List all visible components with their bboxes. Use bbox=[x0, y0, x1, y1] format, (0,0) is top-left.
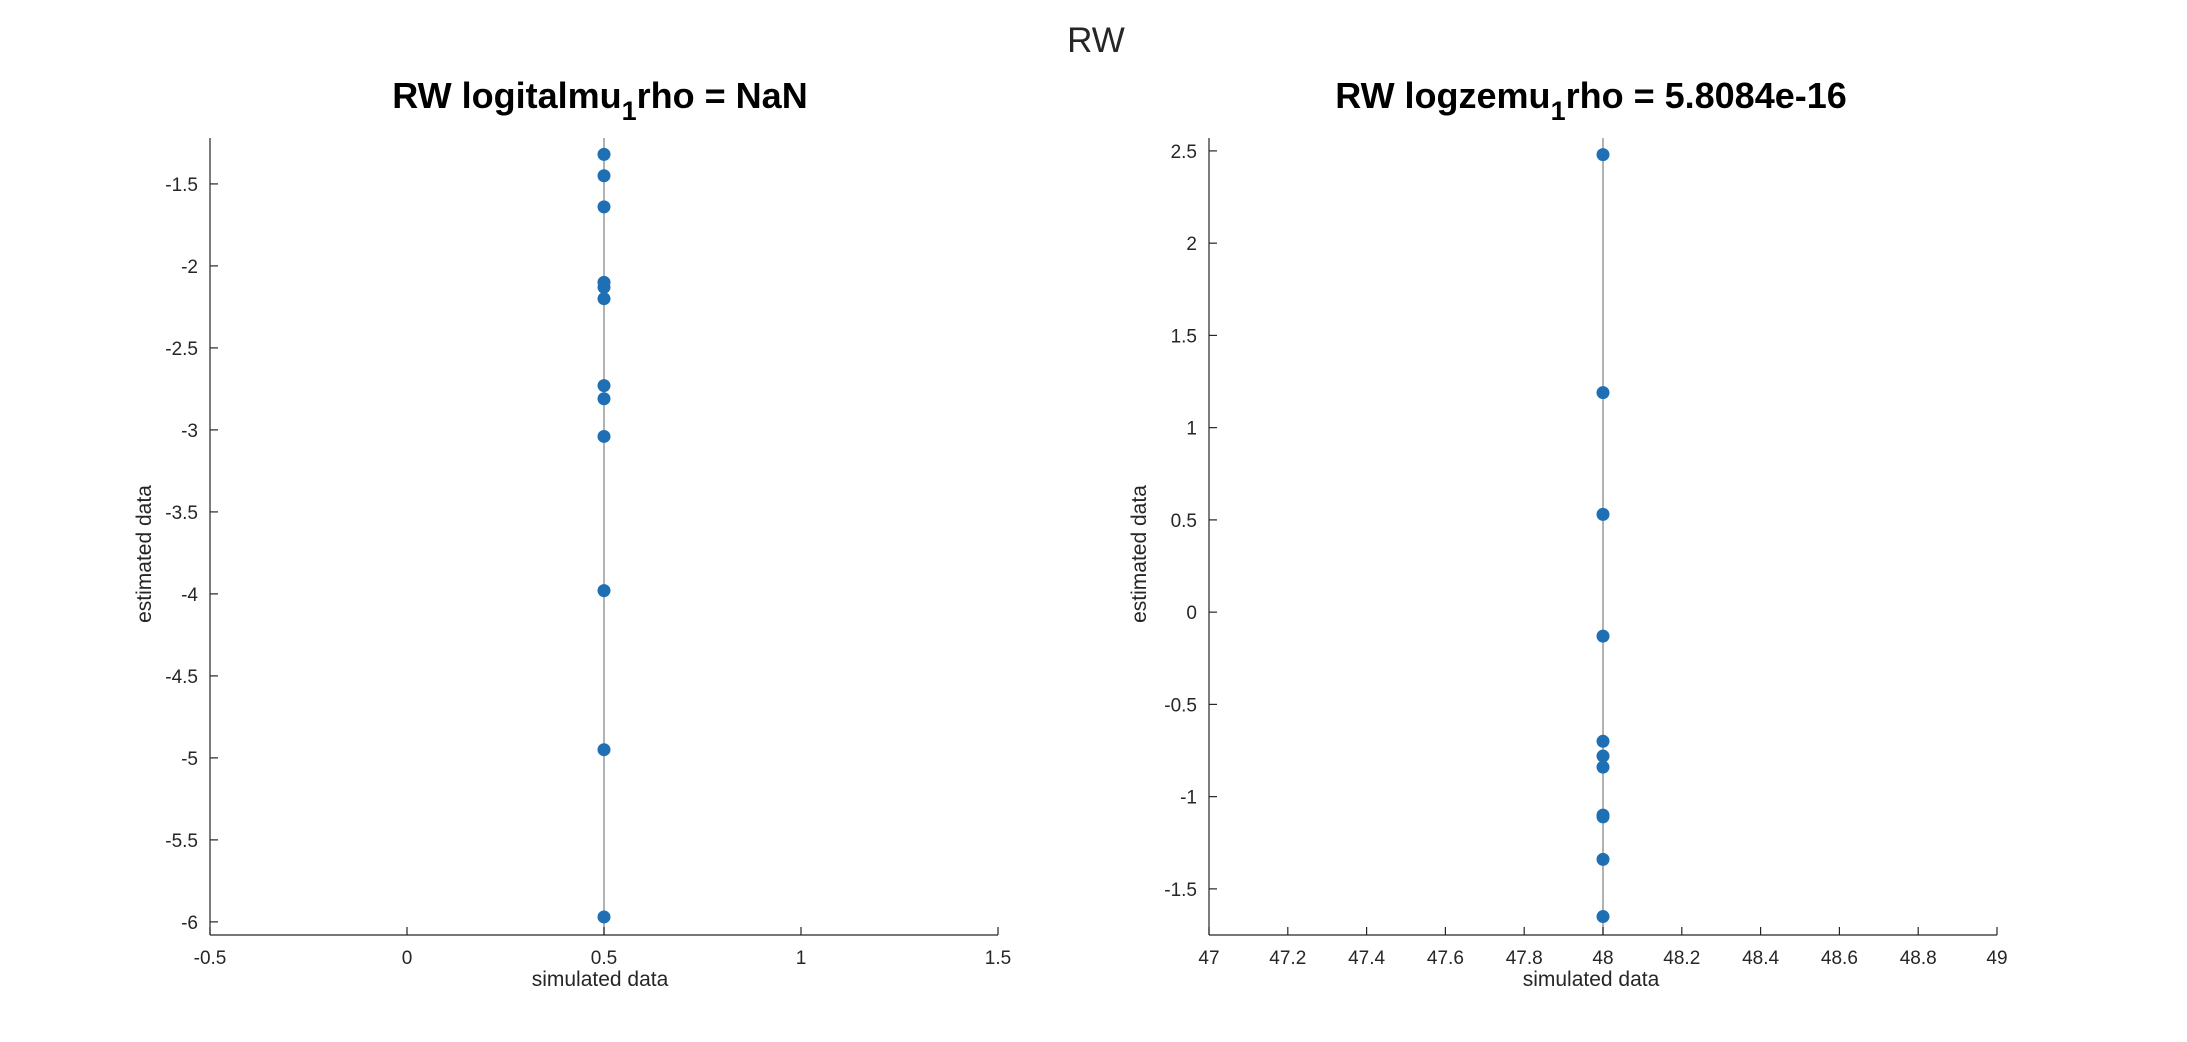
left-x-tick-label: 0.5 bbox=[591, 948, 617, 969]
right-x-tick-label: 48.4 bbox=[1742, 948, 1779, 969]
left-y-tick-label: -5 bbox=[181, 749, 198, 770]
right-x-tick-label: 47.4 bbox=[1348, 948, 1385, 969]
right-y-tick-label: 1 bbox=[1186, 419, 1197, 440]
left-x-tick-label: -0.5 bbox=[194, 948, 227, 969]
right-x-tick-label: 47.6 bbox=[1427, 948, 1464, 969]
left-data-point bbox=[597, 429, 611, 443]
right-y-tick-label: 2 bbox=[1186, 234, 1197, 255]
right-y-tick-label: -0.5 bbox=[1164, 695, 1197, 716]
right-data-point bbox=[1596, 386, 1610, 400]
right-x-tick-label: 48.8 bbox=[1900, 948, 1937, 969]
left-y-tick-label: -2.5 bbox=[165, 339, 198, 360]
left-x-tick-label: 0 bbox=[402, 948, 413, 969]
left-data-point bbox=[597, 169, 611, 183]
left-axes-title-main: RW logitalmu bbox=[392, 75, 621, 116]
left-data-point bbox=[597, 743, 611, 757]
left-y-tick-label: -5.5 bbox=[165, 831, 198, 852]
right-y-axis-label: estimated data bbox=[1128, 485, 1151, 623]
left-x-tick-label: 1.5 bbox=[985, 948, 1011, 969]
right-x-tick-label: 47 bbox=[1198, 948, 1219, 969]
right-data-point bbox=[1596, 910, 1610, 924]
left-data-point bbox=[597, 147, 611, 161]
right-x-tick-label: 48.2 bbox=[1663, 948, 1700, 969]
left-y-tick-label: -2 bbox=[181, 257, 198, 278]
right-x-axis-label: simulated data bbox=[1523, 968, 1660, 991]
left-x-tick-label: 1 bbox=[796, 948, 807, 969]
right-axes-title: RW logzemu1rho = 5.8084e-16 bbox=[1335, 75, 1847, 126]
left-axes: RW logitalmu1rho = NaN simulated data es… bbox=[133, 75, 1011, 991]
right-axes-title-main: RW logzemu bbox=[1335, 75, 1550, 116]
right-y-tick-label: -1.5 bbox=[1164, 880, 1197, 901]
right-axes-title-subscript: 1 bbox=[1551, 96, 1566, 126]
right-data-point bbox=[1596, 760, 1610, 774]
right-data-point bbox=[1596, 810, 1610, 824]
left-data-point bbox=[597, 584, 611, 598]
left-data-point bbox=[597, 292, 611, 306]
right-data-point bbox=[1596, 734, 1610, 748]
right-data-point bbox=[1596, 749, 1610, 763]
right-x-tick-label: 47.8 bbox=[1506, 948, 1543, 969]
right-y-tick-label: -1 bbox=[1180, 788, 1197, 809]
left-y-tick-label: -4.5 bbox=[165, 667, 198, 688]
left-y-tick-label: -3.5 bbox=[165, 503, 198, 524]
right-x-tick-label: 48 bbox=[1592, 948, 1613, 969]
left-axes-title-subscript: 1 bbox=[622, 96, 637, 126]
right-x-tick-label: 49 bbox=[1986, 948, 2007, 969]
left-axes-title: RW logitalmu1rho = NaN bbox=[392, 75, 807, 126]
left-data-point bbox=[597, 379, 611, 393]
right-y-tick-label: 0.5 bbox=[1171, 511, 1197, 532]
left-data-point bbox=[597, 200, 611, 214]
left-data-point bbox=[597, 392, 611, 406]
right-axes: RW logzemu1rho = 5.8084e-16 simulated da… bbox=[1128, 75, 2008, 991]
left-data-point bbox=[597, 910, 611, 924]
right-y-tick-label: 1.5 bbox=[1171, 326, 1197, 347]
figure-title: RW bbox=[1067, 21, 1125, 60]
left-y-tick-label: -3 bbox=[181, 421, 198, 442]
right-x-tick-label: 47.2 bbox=[1269, 948, 1306, 969]
left-y-tick-label: -6 bbox=[181, 913, 198, 934]
right-data-point bbox=[1596, 148, 1610, 162]
left-data-point bbox=[597, 280, 611, 294]
right-y-tick-label: 0 bbox=[1186, 603, 1197, 624]
right-data-point bbox=[1596, 852, 1610, 866]
right-data-point bbox=[1596, 507, 1610, 521]
left-y-axis-label: estimated data bbox=[133, 485, 156, 623]
right-data-point bbox=[1596, 629, 1610, 643]
right-y-tick-label: 2.5 bbox=[1171, 142, 1197, 163]
left-y-tick-label: -1.5 bbox=[165, 175, 198, 196]
left-y-tick-label: -4 bbox=[181, 585, 198, 606]
left-axes-title-rest: rho = NaN bbox=[637, 75, 808, 116]
right-x-tick-label: 48.6 bbox=[1821, 948, 1858, 969]
right-axes-title-rest: rho = 5.8084e-16 bbox=[1566, 75, 1847, 116]
left-x-axis-label: simulated data bbox=[532, 968, 669, 991]
